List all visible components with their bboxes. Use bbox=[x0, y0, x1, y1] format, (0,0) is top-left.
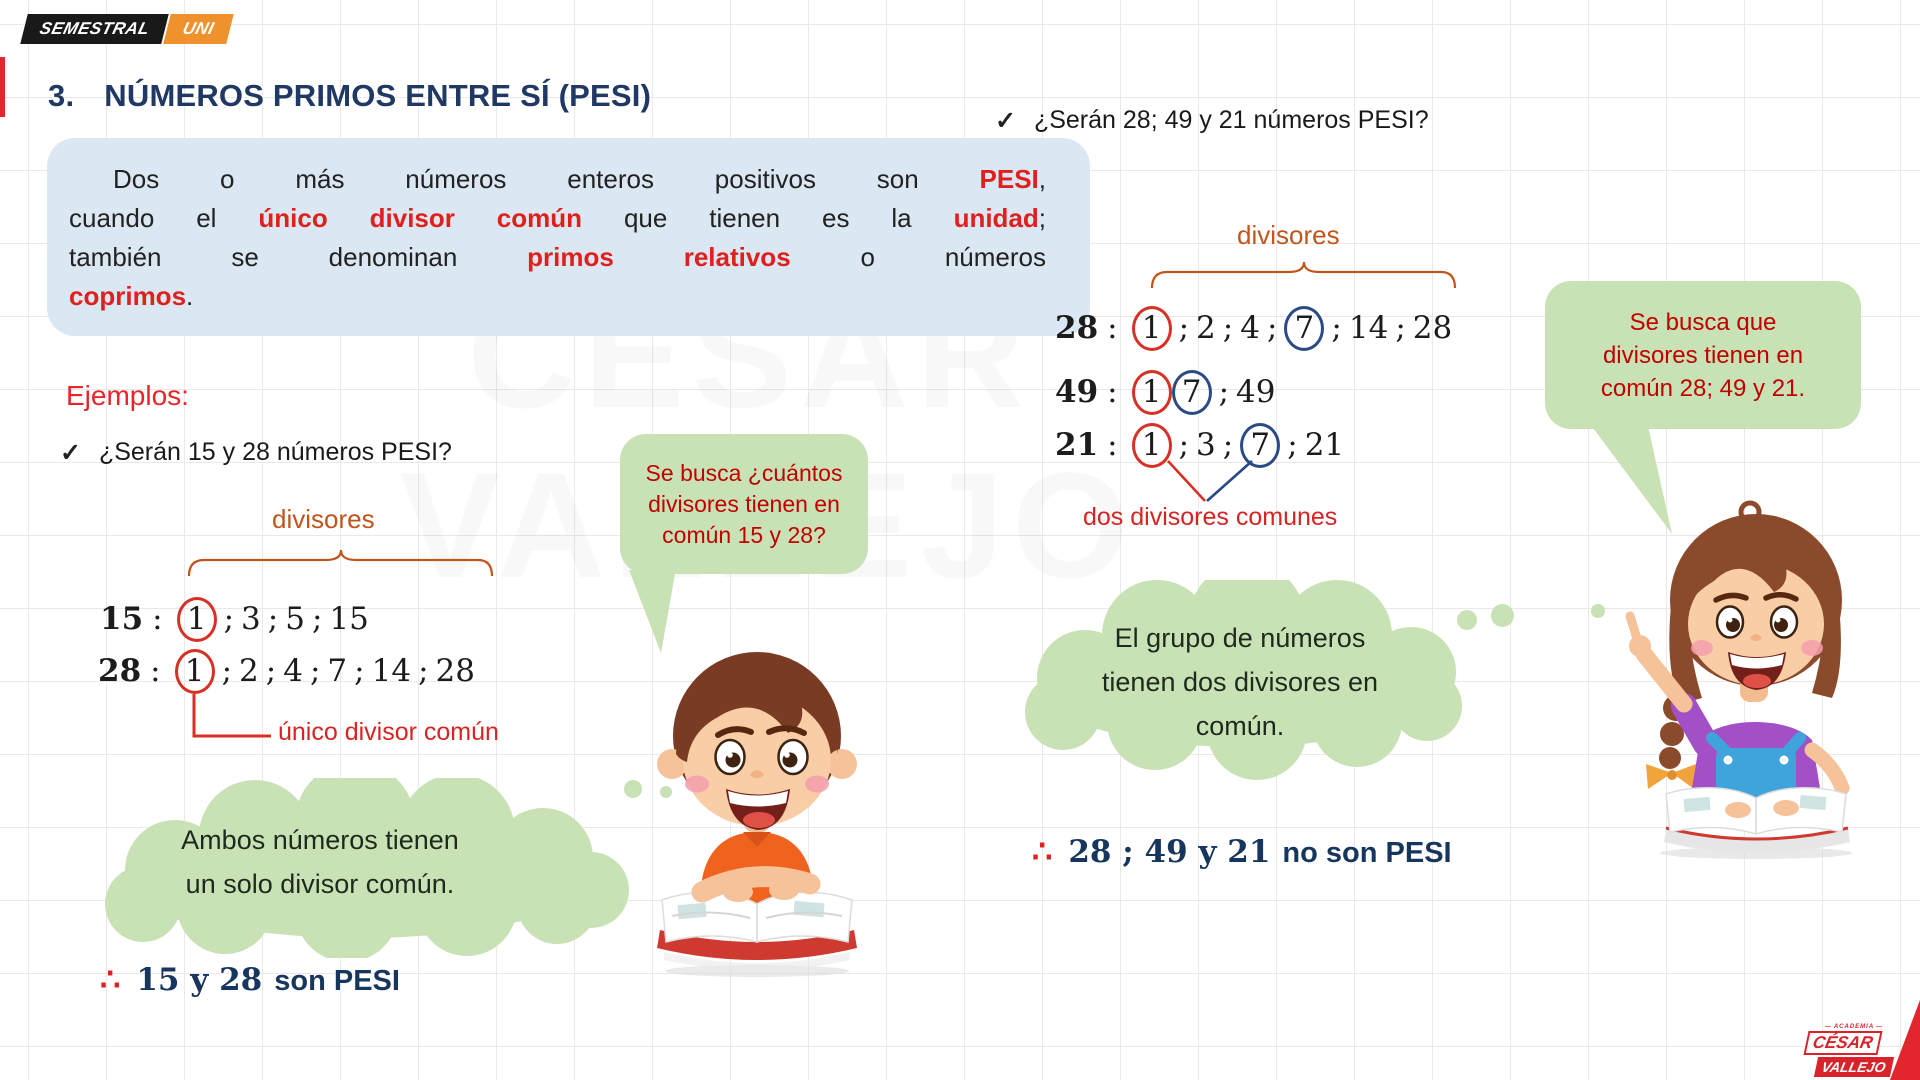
thought-cloud-text: El grupo de números tienen dos divisores… bbox=[1101, 623, 1379, 741]
girl-character-illustration bbox=[1588, 496, 1888, 860]
definition-box: Dos o más números enteros positivos son … bbox=[47, 138, 1090, 336]
divisor-row-15: 15 : 1 ; 3 ; 5 ; 15 bbox=[100, 596, 369, 642]
connector-line bbox=[192, 694, 271, 738]
circled-divisor-seven: 7 bbox=[1240, 422, 1281, 468]
divisor-row-28: 28 : 1 ; 2 ; 4 ; 7 ; 14 ; 28 bbox=[98, 648, 475, 694]
circled-divisor-one: 1 bbox=[1131, 369, 1172, 415]
row-number: 28 bbox=[1055, 310, 1099, 346]
thought-cloud bbox=[1025, 580, 1462, 780]
speech-bubble-tail bbox=[1590, 424, 1672, 534]
thought-dots bbox=[1457, 610, 1477, 630]
circled-divisor-one: 1 bbox=[1131, 422, 1172, 468]
row-number: 28 bbox=[98, 653, 142, 689]
divisor-row-28: 28 : 1 ; 2 ; 4 ; 7 ; 14 ; 28 bbox=[1055, 305, 1452, 351]
course-badge: SEMESTRAL UNI bbox=[20, 14, 234, 44]
examples-label: Ejemplos: bbox=[66, 380, 189, 411]
left-edge-accent-decoration bbox=[0, 57, 5, 117]
title-text: NÚMEROS PRIMOS ENTRE SÍ (PESI) bbox=[104, 78, 652, 113]
speech-bubble-tail bbox=[629, 570, 675, 653]
page-title: 3. NÚMEROS PRIMOS ENTRE SÍ (PESI) bbox=[48, 78, 651, 114]
badge-semestral: SEMESTRAL bbox=[20, 14, 170, 44]
logo-cesar-text: CÉSAR bbox=[1803, 1031, 1883, 1055]
therefore-symbol: ∴ bbox=[1032, 833, 1053, 869]
speech-bubble: Se busca que divisores tienen en común 2… bbox=[1545, 281, 1861, 429]
row-number: 21 bbox=[1055, 427, 1099, 463]
divisor-row-21: 21 : 1 ; 3 ; 7 ; 21 bbox=[1055, 422, 1344, 468]
thought-dots bbox=[660, 786, 672, 798]
speech-bubble: Se busca ¿cuántos divisores tienen en co… bbox=[620, 434, 868, 574]
boy-character-illustration bbox=[642, 640, 872, 980]
cesar-vallejo-logo: ACADEMIA CÉSAR VALLEJO bbox=[1803, 1024, 1902, 1077]
therefore-symbol: ∴ bbox=[100, 961, 121, 997]
divisores-label: divisores bbox=[1237, 220, 1340, 250]
logo-academia-text: ACADEMIA bbox=[1806, 1024, 1902, 1030]
logo-vallejo-text: VALLEJO bbox=[1813, 1057, 1894, 1077]
thought-dots bbox=[1591, 604, 1605, 618]
check-icon: ✓ bbox=[995, 107, 1016, 135]
unique-divisor-annotation: único divisor común bbox=[278, 718, 499, 746]
check-icon: ✓ bbox=[60, 439, 81, 467]
brace-decoration bbox=[187, 549, 494, 577]
connector-line bbox=[1167, 460, 1253, 502]
circled-divisor-one: 1 bbox=[174, 648, 215, 694]
divisores-label: divisores bbox=[272, 504, 375, 534]
row-number: 49 bbox=[1055, 374, 1099, 410]
circled-divisor-seven: 7 bbox=[1171, 369, 1212, 415]
conclusion: ∴ 28 ; 49 y 21 no son PESI bbox=[1032, 833, 1452, 870]
badge-uni: UNI bbox=[163, 14, 234, 44]
divisor-row-49: 49 : 1 7 ; 49 bbox=[1055, 369, 1276, 415]
thought-dots bbox=[1491, 604, 1514, 627]
thought-dots bbox=[624, 780, 642, 798]
title-number: 3. bbox=[48, 78, 75, 113]
conclusion: ∴ 15 y 28 son PESI bbox=[100, 961, 400, 998]
example1-question: ✓ ¿Serán 15 y 28 números PESI? bbox=[60, 438, 452, 467]
thought-cloud-text: Ambos números tienen un solo divisor com… bbox=[181, 825, 459, 899]
corner-wedge-decoration bbox=[1890, 1000, 1920, 1080]
circled-divisor-seven: 7 bbox=[1284, 305, 1325, 351]
thought-cloud bbox=[105, 778, 629, 958]
circled-divisor-one: 1 bbox=[1131, 305, 1172, 351]
brace-decoration bbox=[1150, 261, 1457, 289]
circled-divisor-one: 1 bbox=[176, 596, 217, 642]
common-divisors-annotation: dos divisores comunes bbox=[1083, 503, 1338, 531]
row-number: 15 bbox=[100, 601, 144, 637]
example2-question: ✓ ¿Serán 28; 49 y 21 números PESI? bbox=[995, 106, 1429, 135]
